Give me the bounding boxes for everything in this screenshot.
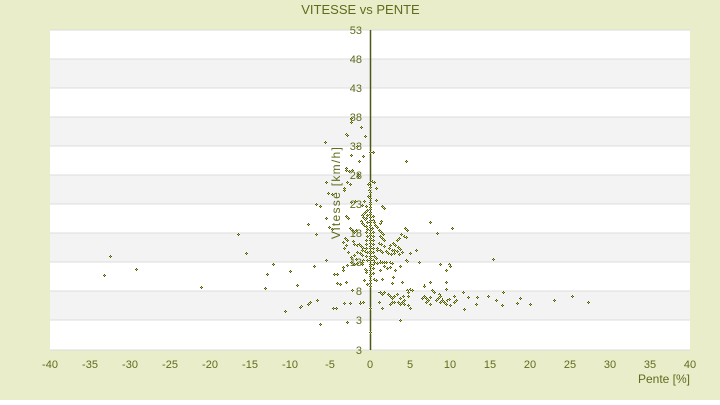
svg-text:8: 8 xyxy=(356,286,362,298)
svg-text:3: 3 xyxy=(356,315,362,327)
svg-text:Pente [%]: Pente [%] xyxy=(638,372,690,386)
svg-text:-25: -25 xyxy=(162,359,178,371)
svg-text:0: 0 xyxy=(367,359,373,371)
svg-text:VITESSE vs PENTE: VITESSE vs PENTE xyxy=(301,2,420,17)
svg-text:53: 53 xyxy=(350,25,362,37)
svg-text:-30: -30 xyxy=(122,359,138,371)
svg-text:43: 43 xyxy=(350,83,362,95)
svg-text:-40: -40 xyxy=(42,359,58,371)
svg-text:-35: -35 xyxy=(82,359,98,371)
svg-text:38: 38 xyxy=(350,112,362,124)
svg-text:3: 3 xyxy=(356,345,362,357)
svg-text:18: 18 xyxy=(350,228,362,240)
svg-text:-5: -5 xyxy=(325,359,335,371)
svg-text:-15: -15 xyxy=(242,359,258,371)
svg-text:40: 40 xyxy=(684,359,696,371)
svg-text:23: 23 xyxy=(350,199,362,211)
svg-text:25: 25 xyxy=(564,359,576,371)
svg-text:30: 30 xyxy=(604,359,616,371)
svg-text:-10: -10 xyxy=(282,359,298,371)
svg-text:10: 10 xyxy=(444,359,456,371)
svg-text:13: 13 xyxy=(350,257,362,269)
svg-text:35: 35 xyxy=(644,359,656,371)
svg-text:20: 20 xyxy=(524,359,536,371)
svg-text:Vitesse [km/h]: Vitesse [km/h] xyxy=(329,146,343,239)
svg-text:28: 28 xyxy=(350,170,362,182)
svg-text:33: 33 xyxy=(350,141,362,153)
svg-text:-20: -20 xyxy=(202,359,218,371)
svg-text:5: 5 xyxy=(407,359,413,371)
svg-text:15: 15 xyxy=(484,359,496,371)
svg-text:48: 48 xyxy=(350,54,362,66)
